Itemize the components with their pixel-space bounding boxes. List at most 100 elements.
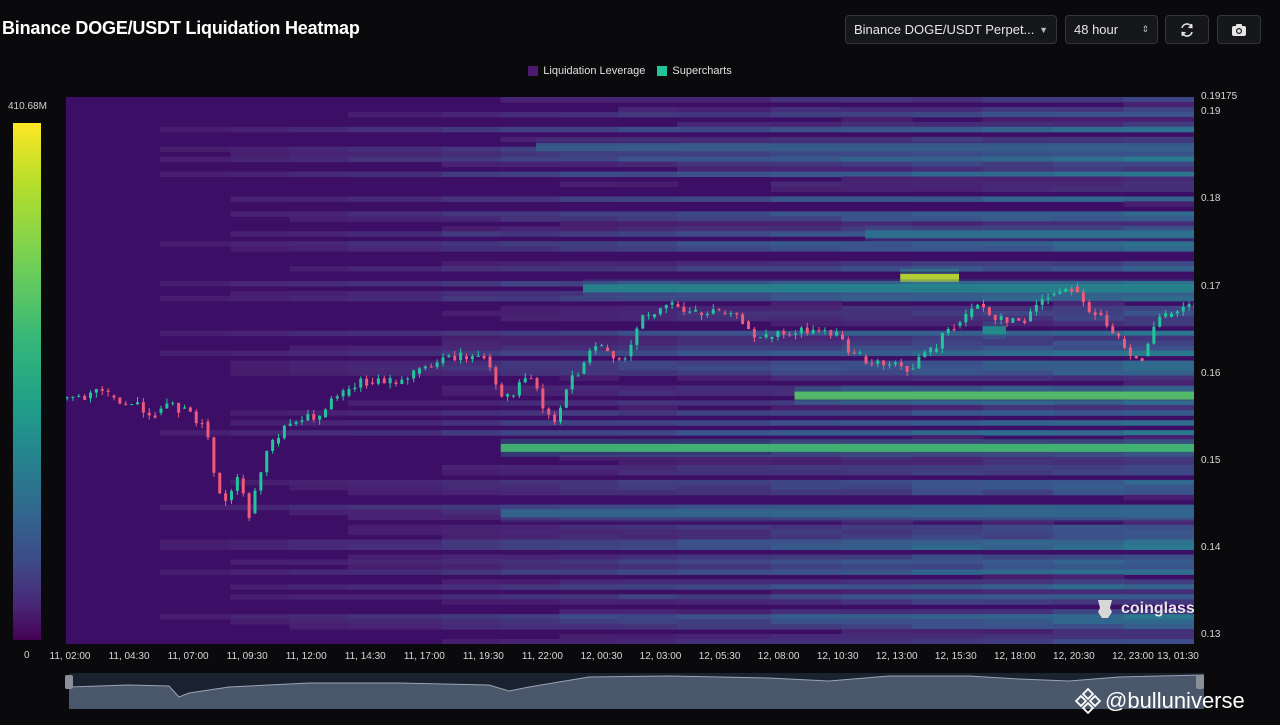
heatmap-cell [982, 181, 1054, 188]
heatmap-cell [1123, 430, 1194, 436]
heatmap-cell [841, 216, 913, 222]
heatmap-cell [618, 390, 678, 396]
heatmap-cell [982, 375, 1054, 381]
heatmap-cell [771, 504, 843, 511]
heatmap-cell [618, 226, 678, 232]
heatmap-cell [1053, 216, 1125, 222]
legend-item-liquidation[interactable]: Liquidation Leverage [528, 65, 645, 77]
heatmap-cell [771, 430, 843, 436]
navigator-left-handle[interactable] [65, 675, 73, 689]
heatmap-cell [1053, 405, 1125, 411]
heatmap-cell [771, 156, 843, 163]
heatmap-cell [1053, 544, 1125, 551]
heatmap-cell [160, 146, 232, 153]
candle-body [265, 450, 269, 473]
x-tick-label: 11, 12:00 [285, 651, 327, 662]
x-tick-label: 11, 09:30 [226, 651, 268, 662]
heatmap-cell [348, 156, 443, 163]
candle-body [1164, 313, 1168, 317]
legend-swatch-supercharts [657, 66, 668, 76]
heatmap-cell [677, 599, 772, 605]
heatmap-cell [841, 156, 913, 163]
coinglass-text: coinglass [1121, 600, 1195, 617]
candle-body [611, 351, 615, 359]
heatmap-cell [982, 519, 1054, 526]
heatmap-cell [348, 146, 443, 153]
heatmap-cell [912, 365, 984, 371]
heatmap-cell [1053, 360, 1125, 367]
heatmap-cell [982, 574, 1054, 580]
candle-body [423, 366, 427, 369]
refresh-icon [1181, 22, 1193, 37]
heatmap-cell [677, 305, 772, 312]
heatmap-cell [771, 405, 843, 411]
pair-select[interactable]: Binance DOGE/USDT Perpet... ▼ [845, 15, 1057, 44]
heatmap-cell [912, 280, 984, 287]
heatmap-cell [912, 524, 984, 531]
refresh-button[interactable] [1165, 15, 1209, 44]
heatmap-cell [771, 464, 843, 471]
heatmap-cell [289, 211, 349, 217]
heatmap-cell [500, 261, 561, 267]
legend-item-supercharts[interactable]: Supercharts [657, 65, 732, 77]
heatmap-cell [1053, 295, 1125, 302]
candle-body [106, 390, 110, 393]
heatmap-cell [559, 584, 620, 590]
heatmap-cell [289, 345, 349, 352]
heatmap-cell [348, 509, 443, 516]
heatmap-cell [771, 106, 843, 113]
heatmap-cell [1123, 121, 1194, 128]
navigator-right-handle[interactable] [1196, 675, 1204, 689]
time-navigator[interactable] [69, 673, 1204, 709]
heatmap-cell [771, 300, 843, 307]
heatmap-cell [677, 231, 772, 237]
candle-body [212, 437, 216, 473]
candle-body [952, 329, 956, 331]
heatmap-cell [982, 619, 1054, 625]
heatmap-cell [771, 455, 843, 461]
screenshot-button[interactable] [1217, 15, 1261, 44]
heatmap-cell [289, 156, 349, 163]
heatmap-cell [841, 280, 913, 287]
candle-body [288, 423, 292, 426]
candle-body [1052, 293, 1056, 296]
heatmap-plot-area[interactable] [66, 97, 1194, 644]
candle-body [230, 490, 233, 501]
heatmap-cell [841, 221, 913, 227]
candle-body [1087, 302, 1091, 313]
candle-body [353, 387, 357, 390]
heatmap-cell [500, 266, 561, 272]
heatmap-cell [348, 370, 443, 376]
heatmap-cell [677, 544, 772, 551]
legend-label-liquidation: Liquidation Leverage [543, 65, 646, 77]
colorbar-min-label: 0 [24, 650, 30, 661]
candle-body [130, 404, 134, 406]
heatmap-cell [289, 151, 349, 158]
x-tick-label: 11, 14:30 [344, 651, 386, 662]
coinglass-icon [1098, 600, 1112, 618]
heatmap-cell [982, 559, 1054, 565]
heatmap-cell [982, 106, 1054, 113]
candle-body [1128, 347, 1132, 356]
heatmap-cell [912, 335, 984, 342]
heatmap-cell [442, 295, 502, 302]
heatmap-cell [618, 330, 678, 337]
heatmap-cell [912, 216, 984, 222]
candle-body [1064, 288, 1068, 292]
updown-chevron-icon: ⇕ [1141, 24, 1149, 34]
heatmap-cell [442, 569, 502, 575]
heatmap-cell [442, 430, 502, 436]
heatmap-cell [559, 410, 620, 416]
candle-body [553, 414, 557, 422]
liquidation-band [500, 443, 1194, 452]
heatmap-cell [771, 211, 843, 217]
heatmap-cell [442, 614, 502, 620]
heatmap-cell [677, 479, 772, 486]
heatmap-cell [677, 246, 772, 252]
time-range-select[interactable]: 48 hour ⇕ [1065, 15, 1158, 44]
heatmap-cell [841, 126, 913, 133]
candle-body [183, 407, 186, 409]
heatmap-cell [841, 489, 913, 496]
heatmap-cell [1053, 455, 1125, 461]
heatmap-cell [677, 430, 772, 436]
